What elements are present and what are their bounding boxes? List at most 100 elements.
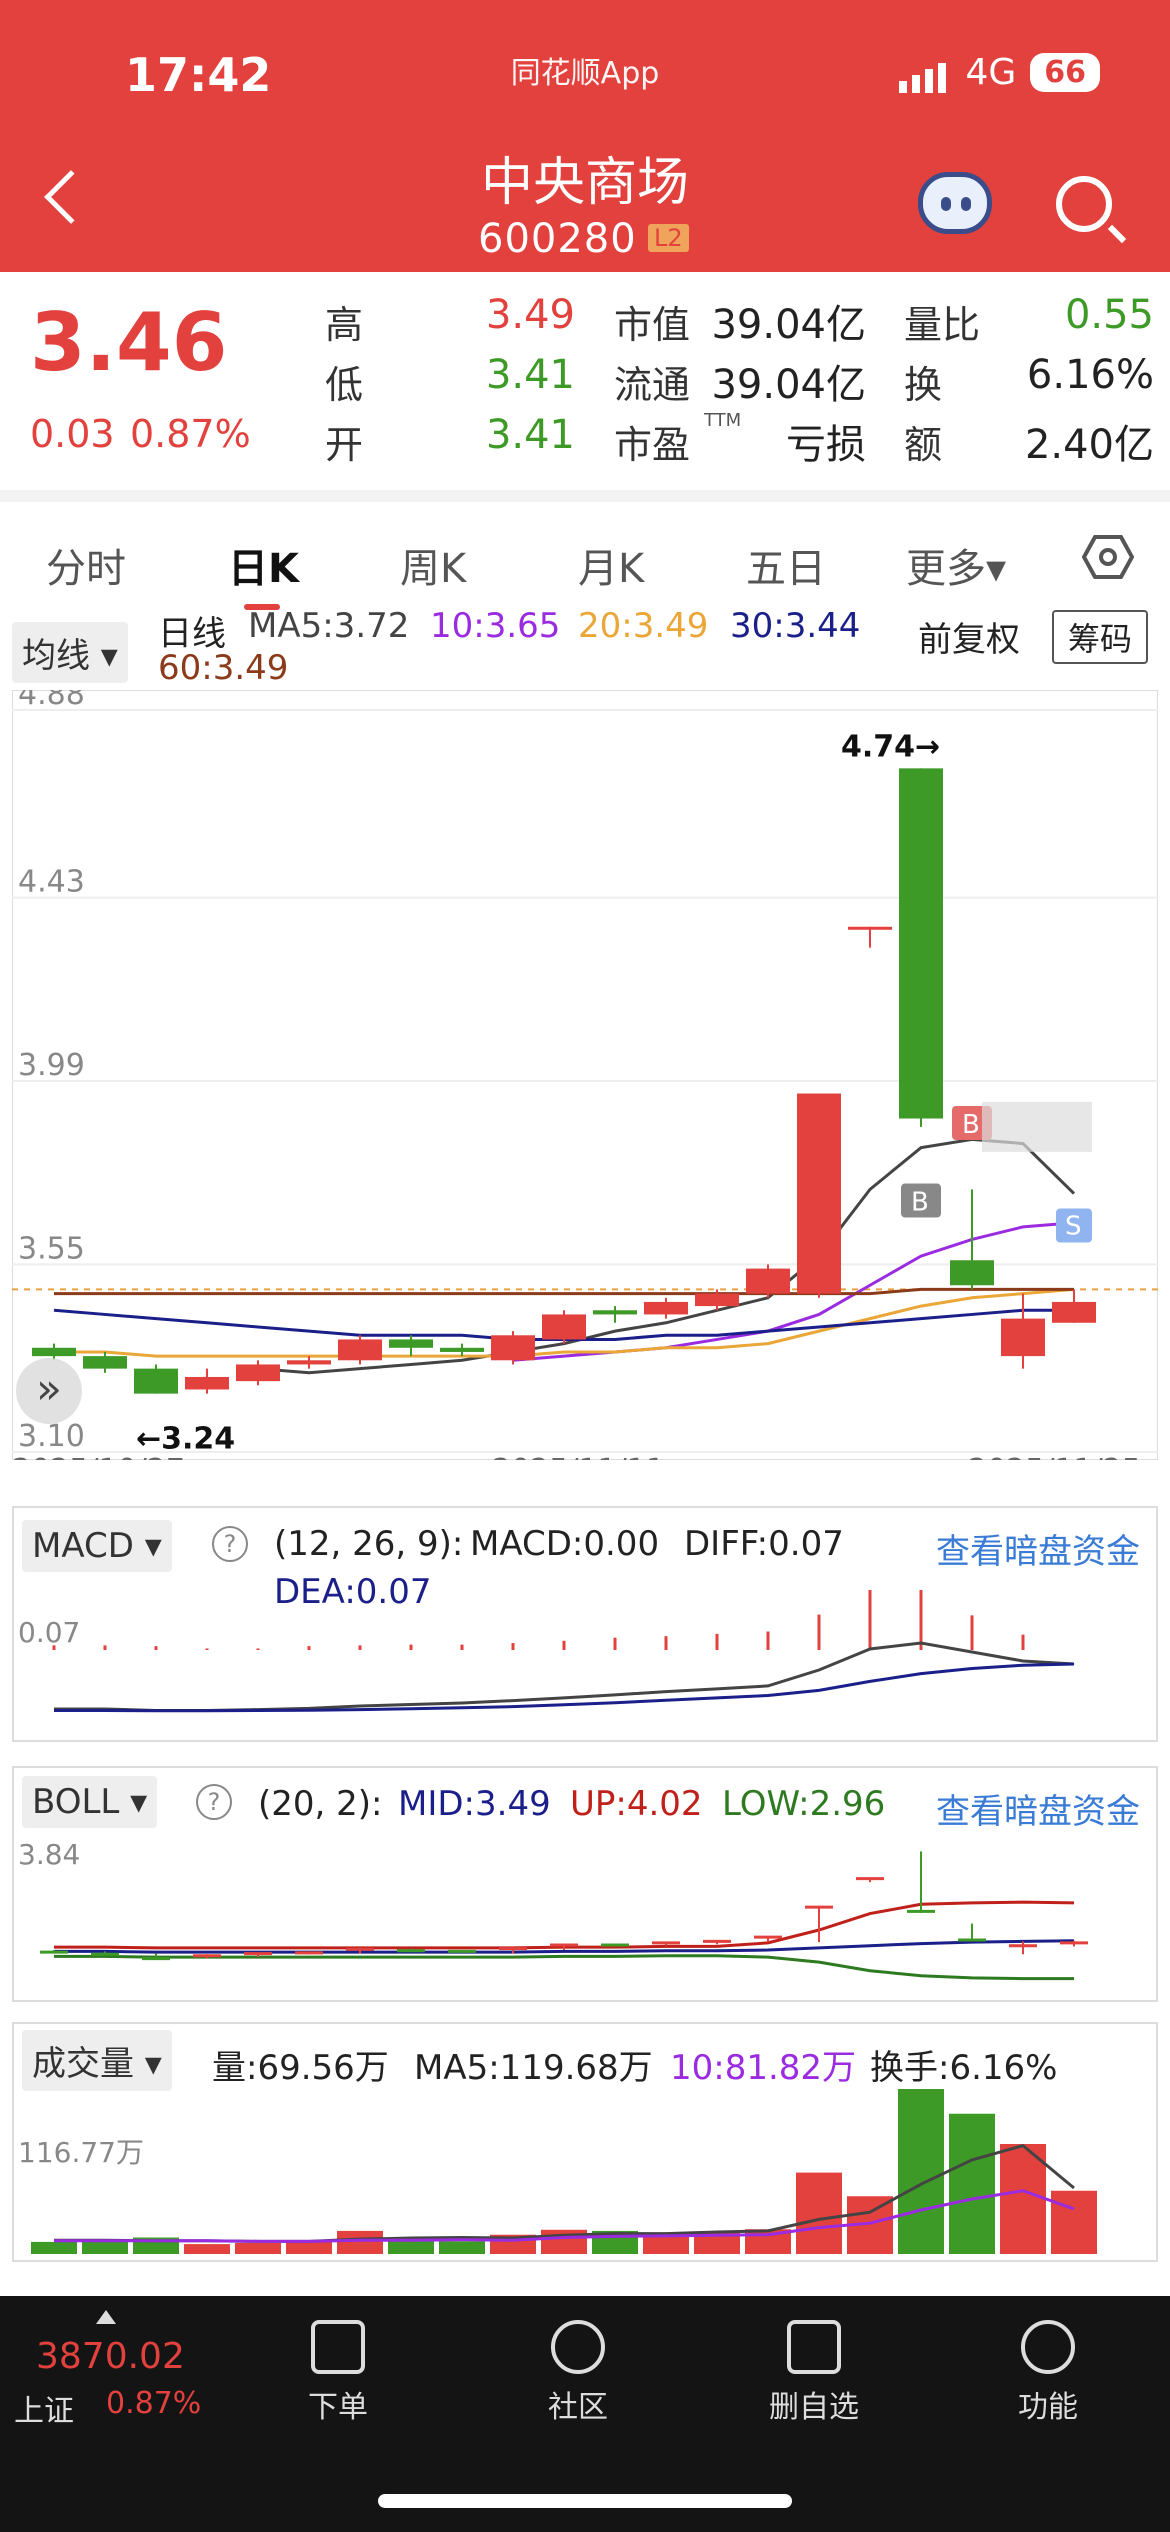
open-value: 3.41 <box>485 412 575 458</box>
tab-monthly-k[interactable]: 月K <box>578 546 645 592</box>
volume-bar <box>184 2244 230 2254</box>
max-price-marker: 4.74→ <box>841 729 940 764</box>
high-value: 3.49 <box>485 292 575 338</box>
community-icon <box>551 2320 605 2374</box>
volume-bar <box>337 2230 383 2254</box>
boll-selector[interactable]: BOLL ▾ <box>22 1776 158 1828</box>
volume-bar <box>694 2232 740 2254</box>
legend-ma30: 30:3.44 <box>730 606 861 646</box>
macd-panel <box>12 1506 1158 1742</box>
help-icon[interactable]: ? <box>196 1784 232 1820</box>
boll-lower-line <box>54 1954 1074 1981</box>
tab-intraday[interactable]: 分时 <box>46 546 126 592</box>
amount-value: 2.40亿 <box>1024 422 1154 468</box>
y-tick-label: 3.10 <box>18 1419 85 1454</box>
candle-body <box>899 768 943 1119</box>
order-label: 下单 <box>308 2390 368 2425</box>
legend-ma60: 60:3.49 <box>158 648 289 688</box>
candle-body <box>593 1310 637 1315</box>
boll-panel <box>12 1766 1158 2002</box>
candle-body <box>236 1364 280 1382</box>
search-icon[interactable] <box>1056 176 1112 232</box>
remove-watchlist-button[interactable]: 删自选 <box>744 2320 884 2426</box>
order-icon <box>311 2320 365 2374</box>
help-icon[interactable]: ? <box>212 1526 248 1562</box>
pe-label: 市盈 <box>614 423 691 467</box>
legend-ma10: 10:3.65 <box>430 606 561 646</box>
index-value[interactable]: 3870.02 <box>36 2336 185 2377</box>
tab-more[interactable]: 更多▾ <box>906 546 1007 592</box>
macd-value: MACD:0.00 <box>470 1524 660 1564</box>
x-tick-label: 2025/10/27 <box>12 1453 185 1460</box>
tab-daily-k[interactable]: 日K <box>228 546 299 592</box>
volume-selector[interactable]: 成交量 ▾ <box>22 2030 172 2091</box>
volume-bar <box>31 2241 77 2254</box>
buy-signal-label: B <box>911 1188 929 1218</box>
expand-chevrons-icon[interactable]: » <box>16 1358 82 1424</box>
candle-body <box>491 1335 535 1361</box>
remove-icon <box>787 2320 841 2374</box>
boll-low: LOW:2.96 <box>722 1784 886 1824</box>
volume-bar <box>898 2089 944 2254</box>
volume-bar <box>949 2113 995 2254</box>
amount-label: 额 <box>904 423 943 467</box>
ma-line-60 <box>54 1287 1074 1296</box>
candle-body <box>32 1347 76 1357</box>
min-price-marker: ←3.24 <box>136 1422 235 1457</box>
settings-hexagon-icon[interactable] <box>1082 534 1134 580</box>
boll-title: BOLL <box>32 1782 120 1822</box>
candle-body <box>644 1301 688 1315</box>
volume-bar <box>286 2241 332 2254</box>
volume-bar <box>82 2240 128 2254</box>
candle-body <box>746 1268 790 1294</box>
candle-body <box>440 1347 484 1352</box>
tab-five-day[interactable]: 五日 <box>746 546 826 592</box>
candle-body <box>389 1339 433 1348</box>
macd-selector[interactable]: MACD ▾ <box>22 1520 172 1572</box>
current-price: 3.46 <box>30 296 228 389</box>
tab-weekly-k[interactable]: 周K <box>400 546 467 592</box>
price-change: 0.03 <box>30 412 115 456</box>
volume-ratio-label: 量比 <box>904 303 981 347</box>
dark-pool-link[interactable]: 查看暗盘资金 <box>936 1532 1140 1572</box>
resistance-zone <box>982 1101 1092 1152</box>
status-time: 17:42 <box>125 48 272 102</box>
indicator-selector[interactable]: 均线 ▾ <box>12 622 128 683</box>
dark-pool-link[interactable]: 查看暗盘资金 <box>936 1792 1140 1832</box>
volume-bar <box>796 2172 842 2254</box>
active-tab-indicator <box>244 604 280 610</box>
candle-body <box>950 1260 994 1286</box>
candle-body <box>695 1293 739 1307</box>
level2-badge: L2 <box>648 224 689 252</box>
mcap-value: 39.04亿 <box>711 302 866 348</box>
pe-value: 亏损 <box>786 422 866 468</box>
order-button[interactable]: 下单 <box>268 2320 408 2426</box>
candle-body <box>1052 1301 1096 1323</box>
status-indicators: 4G 66 <box>899 52 1100 93</box>
volume-value: 量:69.56万 <box>212 2048 389 2088</box>
remove-watchlist-label: 删自选 <box>769 2390 859 2425</box>
x-tick-label: 2025/11/11 <box>492 1453 665 1460</box>
y-tick-label: 3.84 <box>18 1838 80 1871</box>
float-label: 流通 <box>614 363 691 407</box>
volume-panel <box>12 2022 1158 2262</box>
network-label: 4G <box>965 52 1017 93</box>
volume-title: 成交量 <box>32 2044 134 2084</box>
macd-params: (12, 26, 9): <box>274 1524 464 1564</box>
adjust-mode[interactable]: 前复权 <box>918 620 1020 660</box>
mcap-label: 市值 <box>614 303 691 347</box>
macd-dea: DEA:0.07 <box>274 1572 432 1612</box>
y-tick-label: 4.43 <box>18 865 85 900</box>
functions-button[interactable]: 功能 <box>978 2320 1118 2426</box>
robot-assistant-icon[interactable] <box>918 172 992 234</box>
chip-button[interactable]: 筹码 <box>1052 610 1149 664</box>
candlestick-chart[interactable]: 4.88 4.43 3.99 3.55 3.102025/10/27 2025/11/11… <box>12 690 1158 1460</box>
float-value: 39.04亿 <box>711 362 866 408</box>
status-app-label: 同花顺App <box>510 56 660 91</box>
community-button[interactable]: 社区 <box>508 2320 648 2426</box>
y-tick-label: 3.99 <box>18 1048 85 1083</box>
x-tick-label: 2025/11/25 <box>968 1453 1141 1460</box>
macd-line-DIFF <box>54 1641 1075 1712</box>
boll-chart: 3.84 <box>18 1838 1088 1981</box>
high-label: 高 <box>325 303 364 347</box>
